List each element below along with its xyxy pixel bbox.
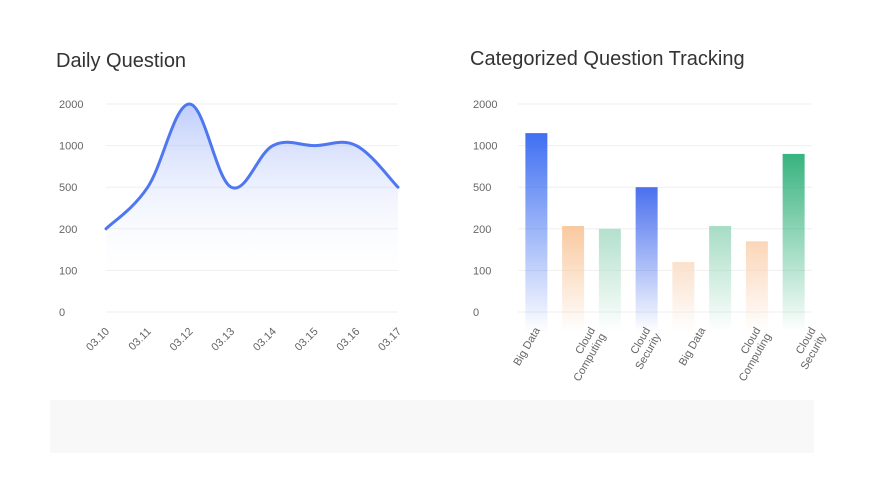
bar (598, 228, 621, 332)
y-tick-label: 0 (59, 307, 65, 319)
daily-question-chart: 0 100 200 500 1000 2000 03.10 03.11 03.12 03.13 03… (59, 99, 404, 354)
x-tick-label: 03.14 (251, 326, 279, 354)
x-tick-label: 03.17 (376, 326, 404, 354)
bar (525, 133, 548, 332)
y-tick-label: 1000 (59, 141, 83, 153)
x-tick-label: 03.16 (334, 326, 362, 354)
bar (672, 262, 695, 332)
x-tick-label: CloudComputing (726, 326, 773, 384)
y-tick-label: 100 (59, 265, 77, 277)
x-tick-label: 03.11 (126, 326, 153, 353)
x-tick-label: 03.13 (209, 326, 237, 354)
series-line (104, 102, 400, 231)
footer-bar (50, 400, 814, 453)
bar (745, 241, 768, 332)
x-tick-label: 03.12 (168, 326, 196, 354)
bar (782, 153, 805, 332)
y-tick-label: 500 (59, 182, 77, 194)
bar (709, 226, 732, 332)
daily-question-title: Daily Question (56, 50, 187, 72)
bar (562, 226, 585, 332)
y-tick-label: 2000 (59, 99, 83, 111)
x-tick-label: CloudComputing (561, 326, 608, 384)
categorized-tracking-title: Categorized Question Tracking (470, 48, 745, 70)
x-tick-label: CloudSecurity (623, 325, 664, 372)
y-tick-label: 200 (473, 224, 491, 236)
categorized-tracking-panel: Categorized Question Tracking 0 100 200 500… (470, 40, 829, 384)
y-tick-label: 0 (473, 307, 479, 319)
y-tick-label: 2000 (473, 99, 497, 111)
daily-question-panel: Daily Question 0 100 200 500 1000 2000 03.10 03… (56, 40, 406, 380)
y-tick-label: 500 (473, 182, 491, 194)
x-tick-label: CloudSecurity (788, 325, 829, 372)
x-tick-label: 03.15 (293, 326, 321, 354)
x-tick-label: 03.10 (84, 326, 112, 354)
y-tick-label: 200 (59, 224, 77, 236)
y-tick-label: 1000 (473, 141, 497, 153)
bar (635, 187, 658, 332)
y-tick-label: 100 (473, 265, 491, 277)
area-fill (106, 104, 398, 282)
